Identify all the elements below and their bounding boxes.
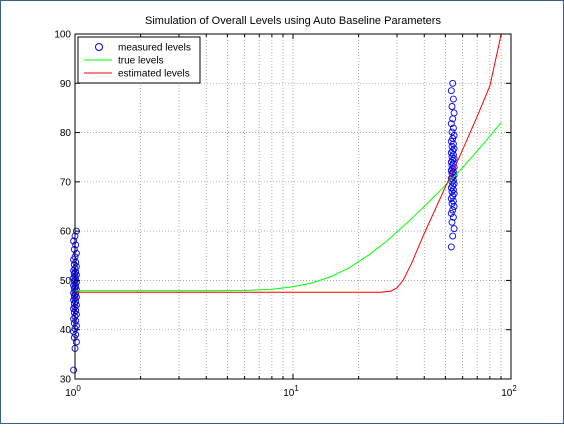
measured-point <box>70 366 78 374</box>
y-tick-label: 30 <box>60 375 72 386</box>
measured-point <box>449 79 457 87</box>
measured-point <box>450 145 458 153</box>
legend-label-true: true levels <box>118 56 164 67</box>
measured-point <box>450 132 458 139</box>
legend: measured levels true levels estimated le… <box>77 36 201 84</box>
series-line-estimated-levels <box>75 34 502 293</box>
measured-point <box>449 95 457 103</box>
measured-point <box>447 120 455 128</box>
chart: Simulation of Overall Levels using Auto … <box>54 15 517 400</box>
y-tick-label: 90 <box>60 79 72 90</box>
measured-point <box>449 124 457 132</box>
measured-point <box>70 292 78 300</box>
measured-point <box>72 307 80 314</box>
measured-point <box>72 268 80 276</box>
y-tick-label: 50 <box>60 276 72 287</box>
series-layer <box>70 34 502 374</box>
measured-point <box>449 182 457 190</box>
measured-point <box>448 218 456 226</box>
measured-point <box>449 206 457 214</box>
chart-title: Simulation of Overall Levels using Auto … <box>145 15 441 27</box>
y-tick-label: 60 <box>60 227 72 238</box>
y-tick-label: 80 <box>60 128 72 139</box>
measured-point <box>450 180 458 188</box>
measured-point <box>70 237 78 245</box>
x-tick-label: 101 <box>283 384 299 399</box>
x-tick-label: 100 <box>65 384 81 399</box>
x-tick-label: 102 <box>501 384 517 399</box>
measured-point <box>70 300 78 308</box>
measured-point <box>447 209 455 217</box>
grid <box>75 34 511 379</box>
legend-marker-measured <box>95 43 103 51</box>
axes: 30 40 50 60 70 80 90 100 100 101 102 <box>54 30 517 400</box>
measured-point <box>70 245 78 253</box>
measured-point <box>450 225 458 233</box>
measured-point <box>72 241 80 249</box>
measured-point <box>448 128 456 136</box>
y-tick-label: 70 <box>60 177 72 188</box>
y-tick-label: 100 <box>54 30 71 41</box>
measured-point <box>448 170 456 177</box>
measured-point <box>72 317 80 325</box>
measured-point <box>447 87 455 95</box>
figure-window: Simulation of Overall Levels using Auto … <box>0 0 564 424</box>
measured-point <box>70 270 78 277</box>
y-tick-label: 40 <box>60 325 72 336</box>
measured-point <box>72 263 80 271</box>
measured-point <box>449 156 457 164</box>
measured-point <box>449 232 457 240</box>
measured-point <box>447 243 455 251</box>
measured-point <box>72 249 80 257</box>
legend-label-estimated: estimated levels <box>118 69 190 80</box>
measured-point <box>450 109 458 117</box>
measured-point <box>448 103 456 110</box>
measured-point <box>70 284 78 292</box>
measured-point <box>450 155 458 163</box>
series-line-true-levels <box>75 122 502 292</box>
measured-point <box>449 213 457 221</box>
measured-point <box>450 190 458 198</box>
measured-point <box>72 338 80 346</box>
measured-point <box>449 168 457 176</box>
measured-point <box>72 310 80 318</box>
legend-label-measured: measured levels <box>118 43 191 54</box>
measured-point <box>449 147 457 155</box>
